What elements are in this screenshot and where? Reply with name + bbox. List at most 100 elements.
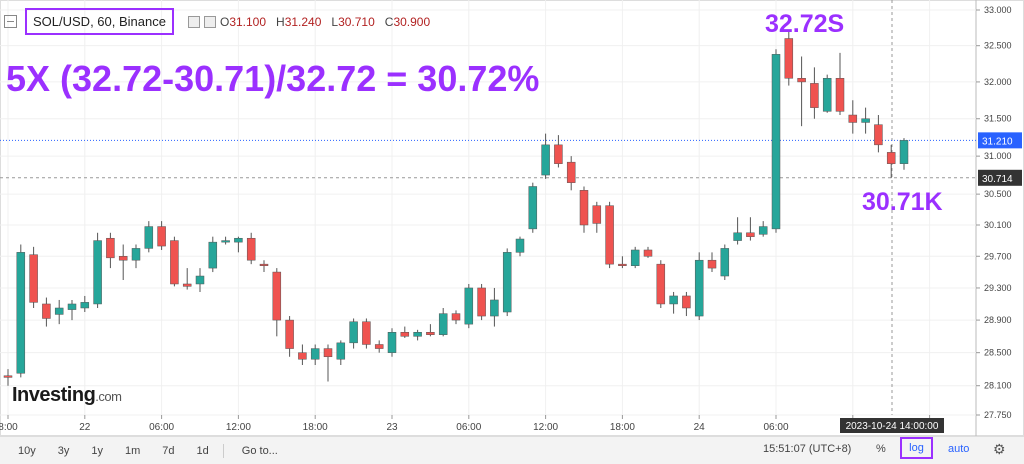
candle-body [835,78,845,112]
candle-body [131,248,141,261]
candle-up [144,221,154,253]
y-tick-label: 32.000 [984,77,1012,87]
y-tick-label: 33.000 [984,5,1012,15]
candle-body [182,283,192,287]
candle-down [605,201,614,269]
y-tick-label: 32.500 [984,41,1012,51]
candle-body [682,295,691,309]
candle-up [669,291,678,314]
timeframe-1m[interactable]: 1m [125,444,141,457]
percent-scale-button[interactable]: % [876,443,886,455]
candle-body [643,249,653,257]
x-tick-label: 23 [386,422,398,433]
timeframe-1d[interactable]: 1d [196,444,209,457]
candle-up [490,287,499,327]
timeframe-3y[interactable]: 3y [57,444,70,457]
logo-brand: Investing [12,384,96,406]
candle-body [758,226,768,235]
candle-up [387,328,397,357]
candle-body [502,252,512,313]
candle-up [502,248,512,317]
candle-body [899,140,909,164]
candle-up [899,138,909,170]
candle-body [144,226,154,249]
candle-up [694,252,704,321]
symbol-label[interactable]: SOL/USD, 60, Binance [25,8,174,35]
candle-down [579,186,589,233]
x-tick-label: 12:00 [226,422,251,433]
timeframe-7d[interactable]: 7d [162,444,175,457]
x-tick-label: 8:00 [0,422,18,433]
candle-up [720,244,730,280]
candle-up [349,318,358,349]
gear-icon[interactable]: ⚙ [993,441,1006,457]
goto-button[interactable]: Go to... [241,444,278,457]
candle-up [234,236,243,253]
timeframe-1y[interactable]: 1y [91,444,103,457]
candle-up [758,221,768,237]
y-tick-label: 28.100 [984,381,1012,391]
candle-down [797,56,806,127]
candle-down [477,283,486,321]
candle-up [528,182,538,233]
candle-down [323,344,333,382]
candle-up [822,74,832,113]
candle-down [618,256,627,269]
candle-up [221,236,230,245]
candle-body [592,205,602,224]
candle-up [310,344,320,366]
timeframe-10y[interactable]: 10y [18,444,36,457]
logo-suffix: .com [95,389,122,404]
candle-body [349,321,358,344]
candle-body [861,118,870,123]
candle-up [515,236,525,257]
candle-body [579,190,589,226]
auto-scale-button[interactable]: auto [948,443,970,455]
candle-down [298,344,307,366]
collapse-icon[interactable] [4,15,17,28]
candle-body [438,313,448,335]
price-chart[interactable]: 33.000 32.500 32.000 31.500 31.000 30.500 30.1… [0,0,1024,436]
formula-annotation: 5X (32.72-30.71)/32.72 = 30.72% [6,58,540,99]
x-tick-label: 06:00 [456,422,481,433]
candle-body [29,254,38,303]
candle-body [720,248,730,277]
candle-up [336,340,346,366]
level-label-bg [978,169,1022,186]
log-scale-button[interactable]: log [900,437,933,459]
candle-body [67,303,77,310]
candle-up [464,283,474,329]
candle-up [80,295,90,313]
low-annotation: 30.71K [862,188,943,216]
candle-body [541,144,550,176]
close-value: 30.900 [393,14,431,29]
x-tick-label: 24 [694,422,706,433]
high-annotation: 32.72S [765,10,845,38]
candle-body [3,375,13,378]
candle-up [208,236,218,273]
candle-body [80,302,90,309]
candle-body [93,240,102,305]
candle-up [67,299,77,321]
low-label: L [331,14,339,29]
candle-down [835,52,845,116]
settings-small-icon[interactable] [203,15,216,28]
candle-body [298,352,307,360]
candle-body [771,54,781,230]
candle-down [707,252,717,273]
candle-down [118,244,128,280]
candle-down [682,291,691,317]
level-label: 30.714 [982,174,1013,185]
candle-body [400,332,410,337]
open-label: O [219,14,230,29]
candle-body [874,124,883,146]
candle-body [246,237,256,261]
eye-icon[interactable] [187,15,200,28]
y-tick-label: 28.900 [984,315,1012,325]
candle-body [605,205,614,265]
candle-down [810,67,819,119]
candle-body [656,263,666,305]
candle-body [362,321,371,345]
candle-up [413,329,422,341]
candle-down [848,100,858,134]
